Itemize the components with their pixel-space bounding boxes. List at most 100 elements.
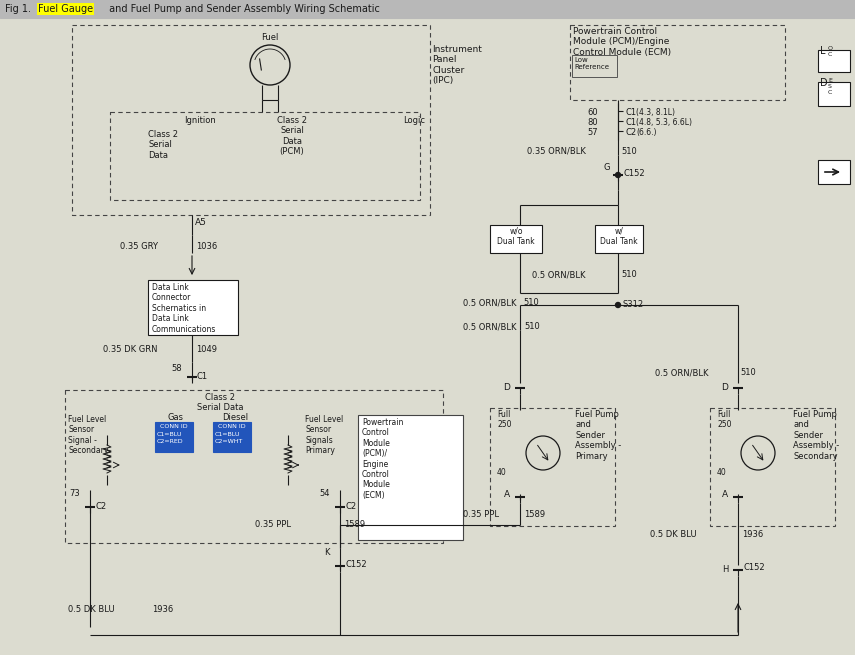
Text: 73: 73: [69, 489, 80, 498]
Text: Data Link
Connector
Schernatics in
Data Link
Communications: Data Link Connector Schernatics in Data …: [152, 283, 216, 333]
Text: Full
250: Full 250: [497, 410, 511, 430]
Text: 1936: 1936: [152, 605, 174, 614]
Text: C: C: [828, 90, 833, 95]
Text: Fuel: Fuel: [262, 33, 279, 42]
Text: 60: 60: [587, 108, 598, 117]
Text: C2: C2: [625, 128, 636, 137]
Text: 0.35 GRY: 0.35 GRY: [120, 242, 158, 251]
Text: S: S: [828, 84, 832, 89]
Text: CONN ID: CONN ID: [160, 424, 188, 429]
Text: Low
Reference: Low Reference: [574, 57, 609, 70]
Polygon shape: [213, 422, 251, 452]
Text: 510: 510: [621, 147, 637, 156]
Text: Fuel Pump
and
Sender
Assembly -
Primary: Fuel Pump and Sender Assembly - Primary: [575, 410, 622, 460]
Text: Fuel Level
Sensor
Signal -
Secondary: Fuel Level Sensor Signal - Secondary: [68, 415, 109, 455]
Polygon shape: [155, 422, 193, 452]
Text: 0.5 ORN/BLK: 0.5 ORN/BLK: [463, 298, 516, 307]
Text: C2=RED: C2=RED: [157, 439, 184, 444]
Polygon shape: [595, 225, 643, 253]
Text: G: G: [604, 163, 610, 172]
Text: 40: 40: [717, 468, 727, 477]
Text: C1: C1: [625, 118, 636, 127]
Polygon shape: [0, 0, 855, 18]
Text: (6.6.): (6.6.): [636, 128, 657, 137]
Text: A: A: [504, 490, 510, 499]
Text: C2=WHT: C2=WHT: [215, 439, 244, 444]
Polygon shape: [818, 50, 850, 72]
Text: 510: 510: [621, 270, 637, 279]
Text: Fuel Level
Sensor
Signals
Primary: Fuel Level Sensor Signals Primary: [305, 415, 343, 455]
Text: C: C: [828, 52, 833, 57]
Text: w/o
Dual Tank: w/o Dual Tank: [498, 227, 535, 246]
Text: Full
250: Full 250: [717, 410, 732, 430]
Text: Fig 1.: Fig 1.: [5, 4, 34, 14]
Text: Ignition: Ignition: [184, 116, 215, 125]
Text: C1: C1: [196, 372, 207, 381]
Text: D: D: [721, 383, 728, 392]
Text: 1936: 1936: [742, 530, 764, 539]
Text: C152: C152: [743, 563, 764, 572]
Text: 0.35 PPL: 0.35 PPL: [255, 520, 291, 529]
Text: C2: C2: [345, 502, 357, 511]
Text: 54: 54: [320, 489, 330, 498]
Text: 0.5 DK BLU: 0.5 DK BLU: [650, 530, 697, 539]
Text: C1: C1: [625, 108, 636, 117]
Text: Logic: Logic: [403, 116, 425, 125]
Text: D: D: [503, 383, 510, 392]
Text: Fuel Pump
and
Sender
Assembly -
Secondary: Fuel Pump and Sender Assembly - Secondar…: [793, 410, 840, 460]
Text: C1=BLU: C1=BLU: [157, 432, 182, 437]
Text: Class 2
Serial
Data: Class 2 Serial Data: [148, 130, 178, 160]
Text: 1049: 1049: [196, 345, 217, 354]
Text: 510: 510: [740, 368, 756, 377]
Text: 0.5 ORN/BLK: 0.5 ORN/BLK: [655, 368, 709, 377]
Text: CONN ID: CONN ID: [218, 424, 246, 429]
Text: 0.35 ORN/BLK: 0.35 ORN/BLK: [527, 147, 586, 156]
Text: Diesel: Diesel: [222, 413, 248, 422]
Text: and Fuel Pump and Sender Assembly Wiring Schematic: and Fuel Pump and Sender Assembly Wiring…: [106, 4, 380, 14]
Circle shape: [616, 172, 621, 178]
Circle shape: [616, 303, 621, 307]
Text: 0.35 DK GRN: 0.35 DK GRN: [103, 345, 157, 354]
Text: C152: C152: [623, 169, 645, 178]
Text: E: E: [828, 78, 832, 83]
Text: Class 2
Serial Data: Class 2 Serial Data: [197, 393, 244, 413]
Text: Class 2
Serial
Data
(PCM): Class 2 Serial Data (PCM): [277, 116, 307, 156]
Text: K: K: [325, 548, 330, 557]
Text: C152: C152: [345, 560, 367, 569]
Polygon shape: [490, 225, 542, 253]
Text: 0.5 DK BLU: 0.5 DK BLU: [68, 605, 115, 614]
Text: (4.8, 5.3, 6.6L): (4.8, 5.3, 6.6L): [636, 118, 692, 127]
Text: Powertrain
Control
Module
(PCM)/
Engine
Control
Module
(ECM): Powertrain Control Module (PCM)/ Engine …: [362, 418, 404, 500]
Text: D: D: [820, 78, 828, 88]
Text: 0.35 PPL: 0.35 PPL: [463, 510, 499, 519]
Text: 1589: 1589: [344, 520, 365, 529]
Text: 1589: 1589: [524, 510, 545, 519]
Text: C1=BLU: C1=BLU: [215, 432, 240, 437]
Text: L: L: [820, 46, 825, 56]
Text: 1036: 1036: [196, 242, 217, 251]
Text: S312: S312: [622, 300, 643, 309]
Text: 58: 58: [171, 364, 182, 373]
Text: A5: A5: [195, 218, 207, 227]
Text: Gas: Gas: [167, 413, 183, 422]
Text: 40: 40: [497, 468, 507, 477]
Text: 57: 57: [587, 128, 598, 137]
Polygon shape: [818, 82, 850, 106]
Polygon shape: [818, 160, 850, 184]
Text: 0.5 ORN/BLK: 0.5 ORN/BLK: [532, 270, 586, 279]
Text: 0.5 ORN/BLK: 0.5 ORN/BLK: [463, 322, 516, 331]
Text: Powertrain Control
Module (PCM)/Engine
Control Module (ECM): Powertrain Control Module (PCM)/Engine C…: [573, 27, 671, 57]
Text: C2: C2: [95, 502, 106, 511]
Polygon shape: [572, 55, 617, 77]
Text: 510: 510: [524, 322, 540, 331]
Text: Instrument
Panel
Cluster
(IPC): Instrument Panel Cluster (IPC): [432, 45, 482, 85]
Polygon shape: [358, 415, 463, 540]
Text: H: H: [722, 565, 728, 574]
Text: 510: 510: [523, 298, 539, 307]
Text: O: O: [828, 46, 833, 51]
Text: (4.3, 8.1L): (4.3, 8.1L): [636, 108, 675, 117]
Polygon shape: [148, 280, 238, 335]
Text: A: A: [722, 490, 728, 499]
Text: 80: 80: [587, 118, 598, 127]
Text: Fuel Gauge: Fuel Gauge: [38, 4, 93, 14]
